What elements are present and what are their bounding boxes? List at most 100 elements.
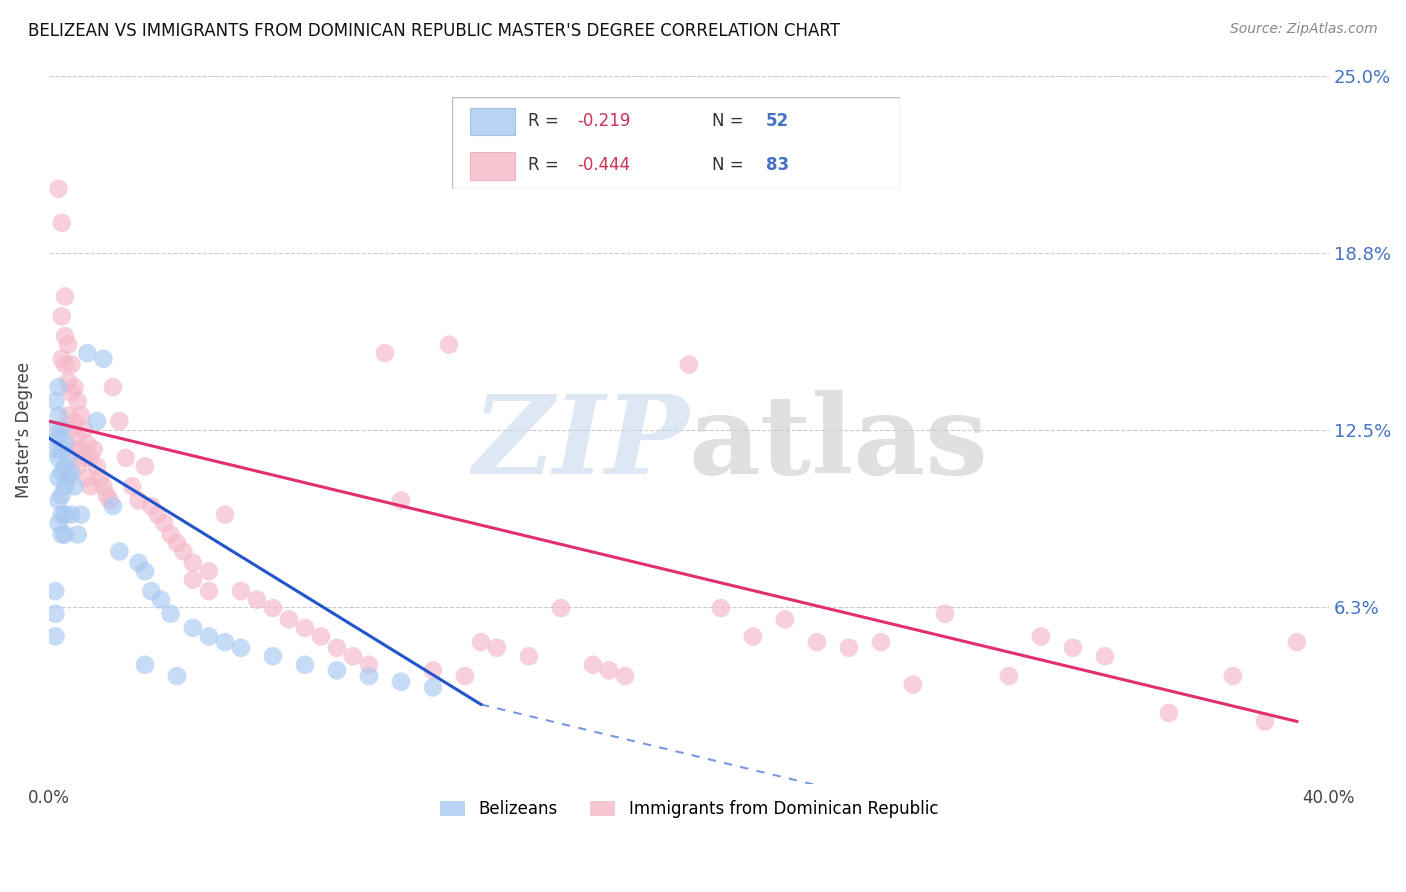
Point [214, 635, 236, 649]
Point [1285, 635, 1308, 649]
Point [66, 394, 89, 409]
Point [48, 516, 70, 530]
Point [53, 437, 76, 451]
Point [48, 431, 70, 445]
Point [181, 556, 204, 570]
Point [262, 649, 284, 664]
Point [166, 669, 188, 683]
Point [73, 423, 96, 437]
Point [48, 409, 70, 423]
Point [357, 657, 380, 672]
Point [53, 479, 76, 493]
Point [76, 471, 98, 485]
Point [934, 607, 956, 621]
Point [1094, 649, 1116, 664]
Text: Source: ZipAtlas.com: Source: ZipAtlas.com [1230, 22, 1378, 37]
Point [773, 612, 796, 626]
Point [48, 450, 70, 465]
Point [153, 516, 176, 530]
Point [598, 664, 620, 678]
Point [422, 681, 444, 695]
Legend: Belizeans, Immigrants from Dominican Republic: Belizeans, Immigrants from Dominican Rep… [433, 794, 945, 825]
Point [1029, 629, 1052, 643]
Point [159, 527, 181, 541]
Point [56, 375, 79, 389]
Point [48, 471, 70, 485]
Point [51, 423, 73, 437]
Point [128, 556, 150, 570]
Point [134, 657, 156, 672]
Point [51, 351, 73, 366]
Point [229, 584, 252, 599]
Point [101, 380, 124, 394]
Point [98, 493, 121, 508]
Point [101, 499, 124, 513]
Point [56, 337, 79, 351]
Point [96, 488, 118, 502]
Point [51, 216, 73, 230]
Point [114, 450, 136, 465]
Point [172, 544, 194, 558]
Point [48, 493, 70, 508]
Point [56, 471, 79, 485]
Point [128, 493, 150, 508]
Point [181, 621, 204, 635]
Y-axis label: Master's Degree: Master's Degree [15, 361, 32, 498]
Point [53, 527, 76, 541]
Point [70, 409, 93, 423]
Text: BELIZEAN VS IMMIGRANTS FROM DOMINICAN REPUBLIC MASTER'S DEGREE CORRELATION CHART: BELIZEAN VS IMMIGRANTS FROM DOMINICAN RE… [28, 22, 841, 40]
Point [63, 442, 86, 457]
Point [146, 508, 169, 522]
Point [229, 640, 252, 655]
Point [60, 508, 83, 522]
Point [166, 536, 188, 550]
Point [582, 657, 605, 672]
Point [51, 442, 73, 457]
Point [63, 380, 86, 394]
Point [51, 310, 73, 324]
Point [454, 669, 477, 683]
Point [470, 635, 492, 649]
Point [70, 442, 93, 457]
Point [60, 423, 83, 437]
Point [63, 414, 86, 428]
Point [149, 592, 172, 607]
Text: ZIP: ZIP [472, 390, 689, 498]
Point [56, 409, 79, 423]
Point [374, 346, 396, 360]
Point [53, 329, 76, 343]
Point [53, 289, 76, 303]
Point [83, 442, 105, 457]
Point [108, 544, 131, 558]
Point [1062, 640, 1084, 655]
Point [806, 635, 828, 649]
Point [60, 465, 83, 479]
Point [389, 493, 412, 508]
Point [51, 465, 73, 479]
Point [1157, 706, 1180, 720]
Point [342, 649, 364, 664]
Point [76, 437, 98, 451]
Point [44, 394, 66, 409]
Point [44, 442, 66, 457]
Point [66, 459, 89, 474]
Point [309, 629, 332, 643]
Point [838, 640, 860, 655]
Point [73, 450, 96, 465]
Point [246, 592, 269, 607]
Point [51, 508, 73, 522]
Point [53, 508, 76, 522]
Point [44, 607, 66, 621]
Point [326, 664, 349, 678]
Point [66, 431, 89, 445]
Point [86, 459, 108, 474]
Point [198, 584, 221, 599]
Point [66, 527, 89, 541]
Point [76, 346, 98, 360]
Point [70, 508, 93, 522]
Point [56, 450, 79, 465]
Point [108, 414, 131, 428]
Point [278, 612, 301, 626]
Point [89, 471, 111, 485]
Point [1222, 669, 1244, 683]
